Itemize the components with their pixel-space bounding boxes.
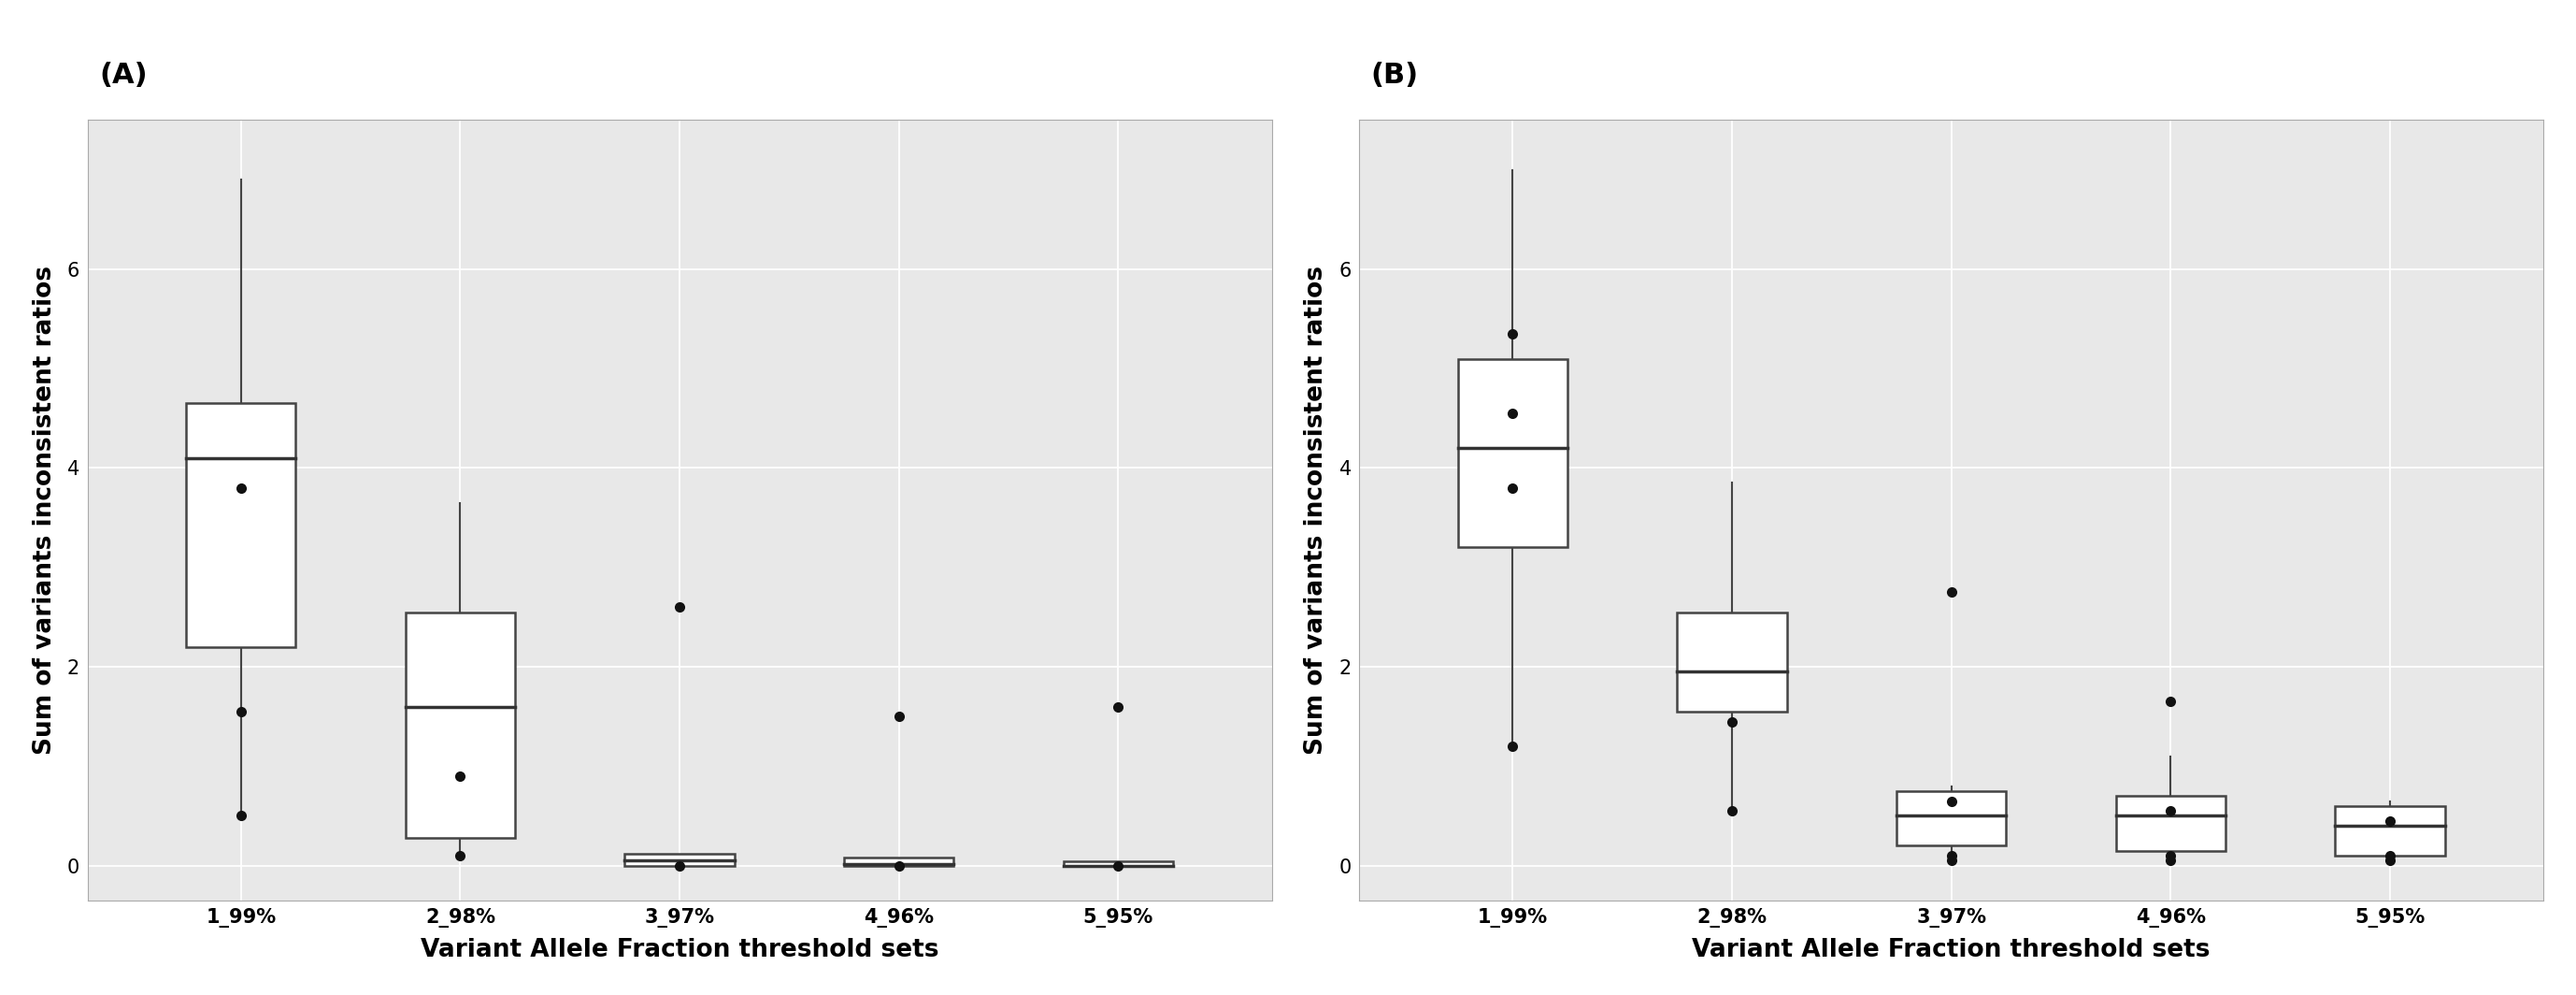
Text: (B): (B) xyxy=(1370,62,1419,89)
Bar xyxy=(1896,791,2007,846)
Bar xyxy=(185,403,296,647)
Bar xyxy=(2336,806,2445,856)
X-axis label: Variant Allele Fraction threshold sets: Variant Allele Fraction threshold sets xyxy=(1692,938,2210,962)
Y-axis label: Sum of variants inconsistent ratios: Sum of variants inconsistent ratios xyxy=(1303,266,1329,755)
Bar xyxy=(404,612,515,838)
Bar xyxy=(2115,796,2226,851)
Bar xyxy=(1677,612,1788,711)
Bar xyxy=(845,858,953,866)
Bar xyxy=(626,854,734,866)
Text: (A): (A) xyxy=(100,62,147,89)
Bar xyxy=(1064,862,1172,866)
X-axis label: Variant Allele Fraction threshold sets: Variant Allele Fraction threshold sets xyxy=(420,938,938,962)
Y-axis label: Sum of variants inconsistent ratios: Sum of variants inconsistent ratios xyxy=(33,266,57,755)
Bar xyxy=(1458,358,1569,547)
